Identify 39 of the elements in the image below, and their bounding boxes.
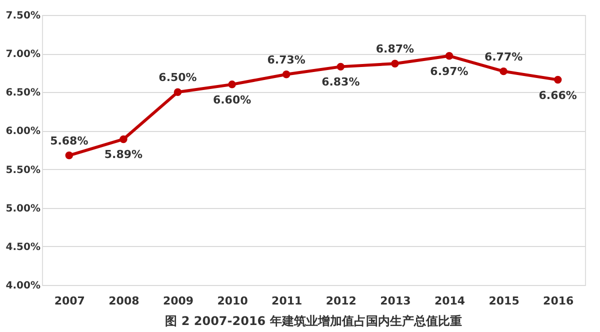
data-label: 5.68% <box>50 134 88 148</box>
x-tick-label: 2012 <box>326 294 356 308</box>
x-tick-label: 2011 <box>272 294 302 308</box>
y-tick-label: 7.00% <box>6 49 40 60</box>
y-tick-label: 7.50% <box>6 10 40 22</box>
point <box>336 62 345 71</box>
point <box>228 80 236 88</box>
data-label: 6.50% <box>158 71 197 84</box>
y-tick-label: 5.50% <box>6 164 40 176</box>
point <box>65 152 74 160</box>
y-tick-label: 6.00% <box>6 126 40 138</box>
text: 图 2 2007-2016 年建筑业增加值占国内生产总值比重 <box>165 314 462 328</box>
x-tick-label: 2015 <box>488 294 520 308</box>
data-label: 6.77% <box>484 50 523 64</box>
x-tick-label: 2010 <box>217 294 248 308</box>
x-tick-label: 2013 <box>380 294 411 308</box>
data-label: 5.89% <box>104 148 143 162</box>
point <box>554 76 562 84</box>
x-tick-label: 2009 <box>162 294 194 308</box>
y-tick-label: 4.00% <box>6 280 40 292</box>
x-tick-label: 2007 <box>54 294 85 308</box>
x-tick-label: 2016 <box>543 294 574 308</box>
x-tick-label: 2008 <box>108 294 140 308</box>
point <box>391 60 399 68</box>
x-tick-label: 2014 <box>434 294 466 308</box>
data-label: 6.97% <box>430 64 468 78</box>
point <box>282 70 290 78</box>
point <box>500 67 508 76</box>
data-label: 6.83% <box>322 76 360 89</box>
data-label: 6.73% <box>267 53 306 66</box>
point <box>174 88 182 96</box>
data-label: 6.87% <box>376 42 414 56</box>
data-label: 6.60% <box>212 93 252 106</box>
data-label: 6.66% <box>538 88 577 102</box>
y-tick-label: 6.50% <box>6 88 40 99</box>
y-tick-label: 4.50% <box>6 242 40 253</box>
y-tick-label: 5.00% <box>6 203 40 214</box>
point <box>445 52 454 60</box>
point <box>120 135 128 144</box>
